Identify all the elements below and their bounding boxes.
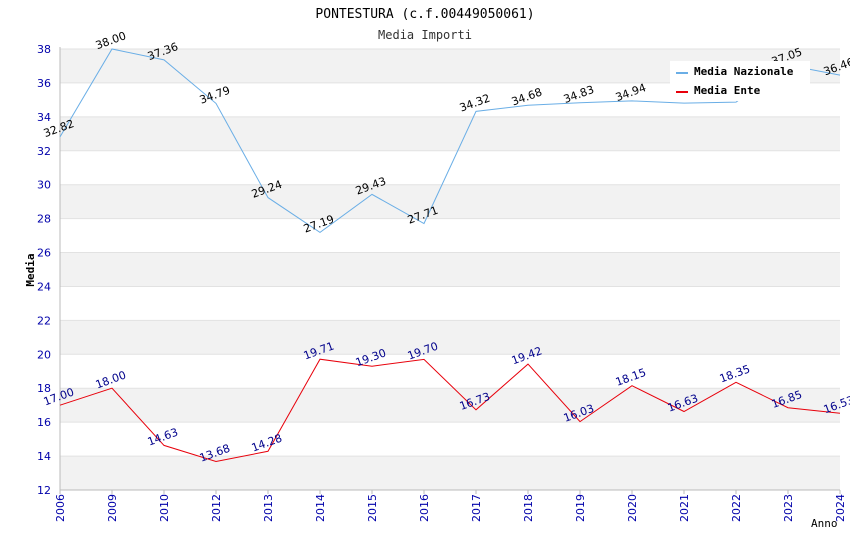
legend-label-media-nazionale: Media Nazionale [694,65,794,78]
grid-bands [60,49,840,490]
chart-title: PONTESTURA (c.f.00449050061) [315,7,534,22]
x-tick-label: 2021 [678,494,691,522]
grid-band [60,388,840,423]
x-tick-label: 2014 [314,494,327,522]
x-tick-labels: 2006 2009 2010 2012 2013 2014 2015 2016 2017 2018… [54,494,847,522]
x-tick-label: 2024 [834,494,847,522]
legend: Media Nazionale Media Ente [670,61,810,101]
y-tick-label: 34 [37,111,51,124]
legend-label-media-ente: Media Ente [694,84,761,97]
y-tick-label: 36 [37,77,51,90]
grid-band [60,320,840,355]
y-tick-label: 28 [37,213,51,226]
x-axis-label: Anno [811,517,838,530]
y-tick-label: 20 [37,348,51,361]
y-tick-label: 26 [37,247,51,260]
y-tick-label: 14 [37,450,51,463]
x-tick-label: 2009 [106,494,119,522]
axes [59,47,841,494]
x-tick-label: 2017 [470,494,483,522]
grid-band [60,252,840,287]
x-tick-label: 2013 [262,494,275,522]
x-tick-label: 2012 [210,494,223,522]
series-line-media-ente [59,358,841,463]
x-tick-label: 2020 [626,494,639,522]
series-line-media-nazionale [59,48,841,234]
y-tick-label: 18 [37,382,51,395]
grid-band [60,116,840,151]
grid-band [60,456,840,490]
y-axis-label: Media [24,253,37,286]
data-label: 14.63 [146,426,180,449]
x-tick-label: 2015 [366,494,379,522]
y-tick-label: 12 [37,484,51,497]
gridlines [60,48,840,491]
x-tick-label: 2023 [782,494,795,522]
series-lines [59,48,841,463]
y-tick-label: 22 [37,314,51,327]
y-tick-label: 24 [37,280,51,293]
data-label: 34.32 [458,92,492,115]
y-tick-label: 30 [37,179,51,192]
y-tick-label: 32 [37,145,51,158]
data-label: 34.79 [198,84,232,107]
y-tick-label: 16 [37,416,51,429]
y-tick-label: 38 [37,43,51,56]
x-tick-label: 2010 [158,494,171,522]
y-tick-labels: 12 14 16 18 20 22 24 26 28 30 32 34 36 38 [37,43,51,497]
x-tick-label: 2018 [522,494,535,522]
x-tick-label: 2019 [574,494,587,522]
legend-box [670,61,810,101]
data-label: 18.35 [718,363,752,386]
x-tick-label: 2006 [54,494,67,522]
data-label: 18.15 [614,366,648,389]
x-tick-label: 2022 [730,494,743,522]
grid-band [60,184,840,219]
chart-subtitle: Media Importi [378,28,472,42]
x-tick-label: 2016 [418,494,431,522]
